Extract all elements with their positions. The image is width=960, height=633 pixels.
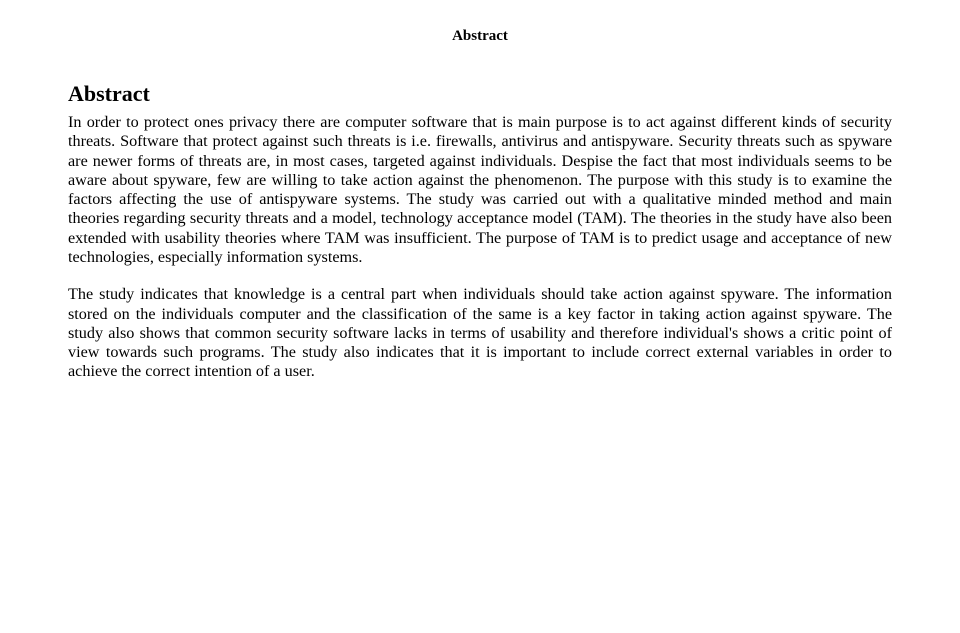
section-title: Abstract [68,81,892,107]
body-paragraph: The study indicates that knowledge is a … [68,285,892,381]
running-head: Abstract [68,28,892,45]
document-page: Abstract Abstract In order to protect on… [0,0,960,382]
body-paragraph: In order to protect ones privacy there a… [68,113,892,267]
